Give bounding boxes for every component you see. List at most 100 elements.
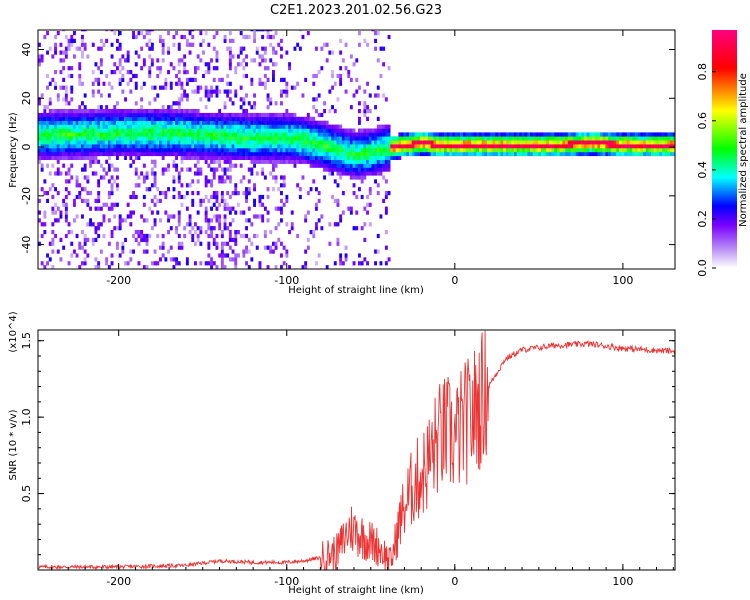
spectrogram-cell [594, 132, 598, 137]
spectrogram-cell [107, 93, 111, 98]
spectrogram-cell [296, 148, 300, 153]
spectrogram-cell [67, 109, 71, 114]
spectrogram-cell [309, 120, 313, 125]
spectrogram-cell [105, 261, 109, 266]
spectrogram-cell [333, 159, 337, 164]
spectrogram-cell [43, 109, 47, 114]
spectrogram-cell [38, 241, 41, 246]
spectrogram-cell [226, 93, 230, 98]
spectrogram-cell [134, 34, 138, 40]
spectrogram-cell [172, 124, 176, 129]
spectrogram-cell [239, 132, 243, 137]
spectrogram-cell [118, 148, 122, 153]
spectrogram-cell [89, 144, 92, 149]
spectrogram-cell [234, 191, 238, 196]
spectrogram-cell [215, 144, 219, 149]
spectrogram-cell [672, 132, 675, 137]
spectrogram-cell [207, 226, 211, 231]
spectrogram-cell [255, 233, 259, 239]
spectrogram-cell [438, 140, 442, 145]
spectrogram-cell [226, 167, 230, 172]
spectrogram-cell [169, 151, 173, 157]
spectrogram-cell [358, 85, 361, 90]
spectrogram-cell [38, 198, 41, 203]
spectrogram-cell [102, 128, 106, 133]
spectrogram-cell [156, 66, 160, 71]
spectrogram-cell [613, 140, 617, 145]
spectrogram-cell [215, 191, 219, 196]
spectrogram-cell [142, 179, 146, 184]
spectrogram-cell [382, 167, 386, 172]
spectrogram-cell [191, 202, 195, 207]
spectrogram-cell [285, 253, 289, 258]
spectrogram-cell [124, 116, 127, 121]
spectrogram-cell [59, 237, 63, 242]
spectrogram-cell [379, 261, 383, 266]
spectrogram-cell [288, 144, 291, 149]
spectrogram-cell [118, 31, 122, 36]
spectrogram-cell [460, 148, 464, 153]
spectrogram-cell [672, 144, 675, 149]
spectrogram-cell [129, 112, 133, 118]
spectrogram-cell [331, 155, 334, 160]
spectrogram-cell [532, 144, 536, 149]
spectrogram-cell [169, 214, 173, 219]
spectrogram-cell [78, 144, 82, 149]
spectrogram-cell [608, 132, 611, 137]
spectrogram-cell [153, 116, 157, 121]
spectrogram-cell [142, 163, 146, 168]
spectrogram-cell [363, 163, 367, 168]
spectrogram-cell [242, 151, 246, 157]
spectrogram-cell [113, 140, 117, 145]
spectrogram-cell [293, 46, 297, 51]
spectrogram-cell [167, 187, 170, 192]
spectrogram-cell [427, 151, 431, 157]
spectrogram-cell [635, 132, 638, 137]
spectrogram-cell [70, 116, 74, 121]
spectrogram-cell [223, 202, 227, 207]
spectrogram-cell [511, 148, 515, 153]
spectrogram-cell [414, 136, 418, 141]
spectrogram-cell [204, 93, 208, 98]
spectrogram-cell [194, 132, 197, 137]
spectrogram-cell [202, 50, 205, 55]
spectrogram-cell [59, 50, 63, 55]
spectrogram-cell [366, 132, 369, 137]
spectrogram-cell [315, 222, 318, 227]
spectrogram-cell [325, 132, 329, 137]
spectrogram-cell [366, 116, 369, 121]
spectrogram-cell [210, 124, 213, 129]
spectrogram-cell [237, 112, 240, 118]
spectrogram-cell [379, 155, 383, 160]
spectrogram-cell [231, 112, 235, 118]
spectrogram-cell [489, 148, 493, 153]
spectrogram-cell [185, 70, 189, 75]
spectrogram-cell [118, 62, 122, 67]
spectrogram-cell [280, 140, 283, 145]
spectrogram-cell [226, 202, 230, 207]
spectrogram-cell [239, 140, 243, 145]
spectrogram-cell [339, 253, 343, 258]
spectrogram-cell [659, 151, 663, 157]
spectrogram-cell [395, 140, 399, 145]
spectrogram-cell [137, 120, 141, 125]
spectrogram-cell [231, 144, 235, 149]
spectrogram-cell [91, 109, 95, 114]
spectrogram-cell [285, 112, 289, 118]
spectrogram-cell [530, 144, 533, 149]
spectrogram-cell [444, 140, 447, 145]
spectrogram-cell [134, 128, 138, 133]
spectrogram-cell [220, 148, 224, 153]
spectrogram-cell [384, 144, 388, 149]
spectrogram-cell [140, 105, 144, 110]
spectrogram-cell [565, 148, 568, 153]
spectrogram-cell [495, 151, 499, 157]
spectrogram-cell [328, 155, 332, 160]
spectrogram-cell [592, 140, 595, 145]
spectrogram-cell [121, 148, 125, 153]
spectrogram-cell [191, 112, 195, 118]
spectrogram-cell [371, 136, 375, 141]
spectrogram-cell [613, 151, 617, 157]
spectrogram-cell [309, 116, 313, 121]
spectrogram-cell [479, 140, 482, 145]
